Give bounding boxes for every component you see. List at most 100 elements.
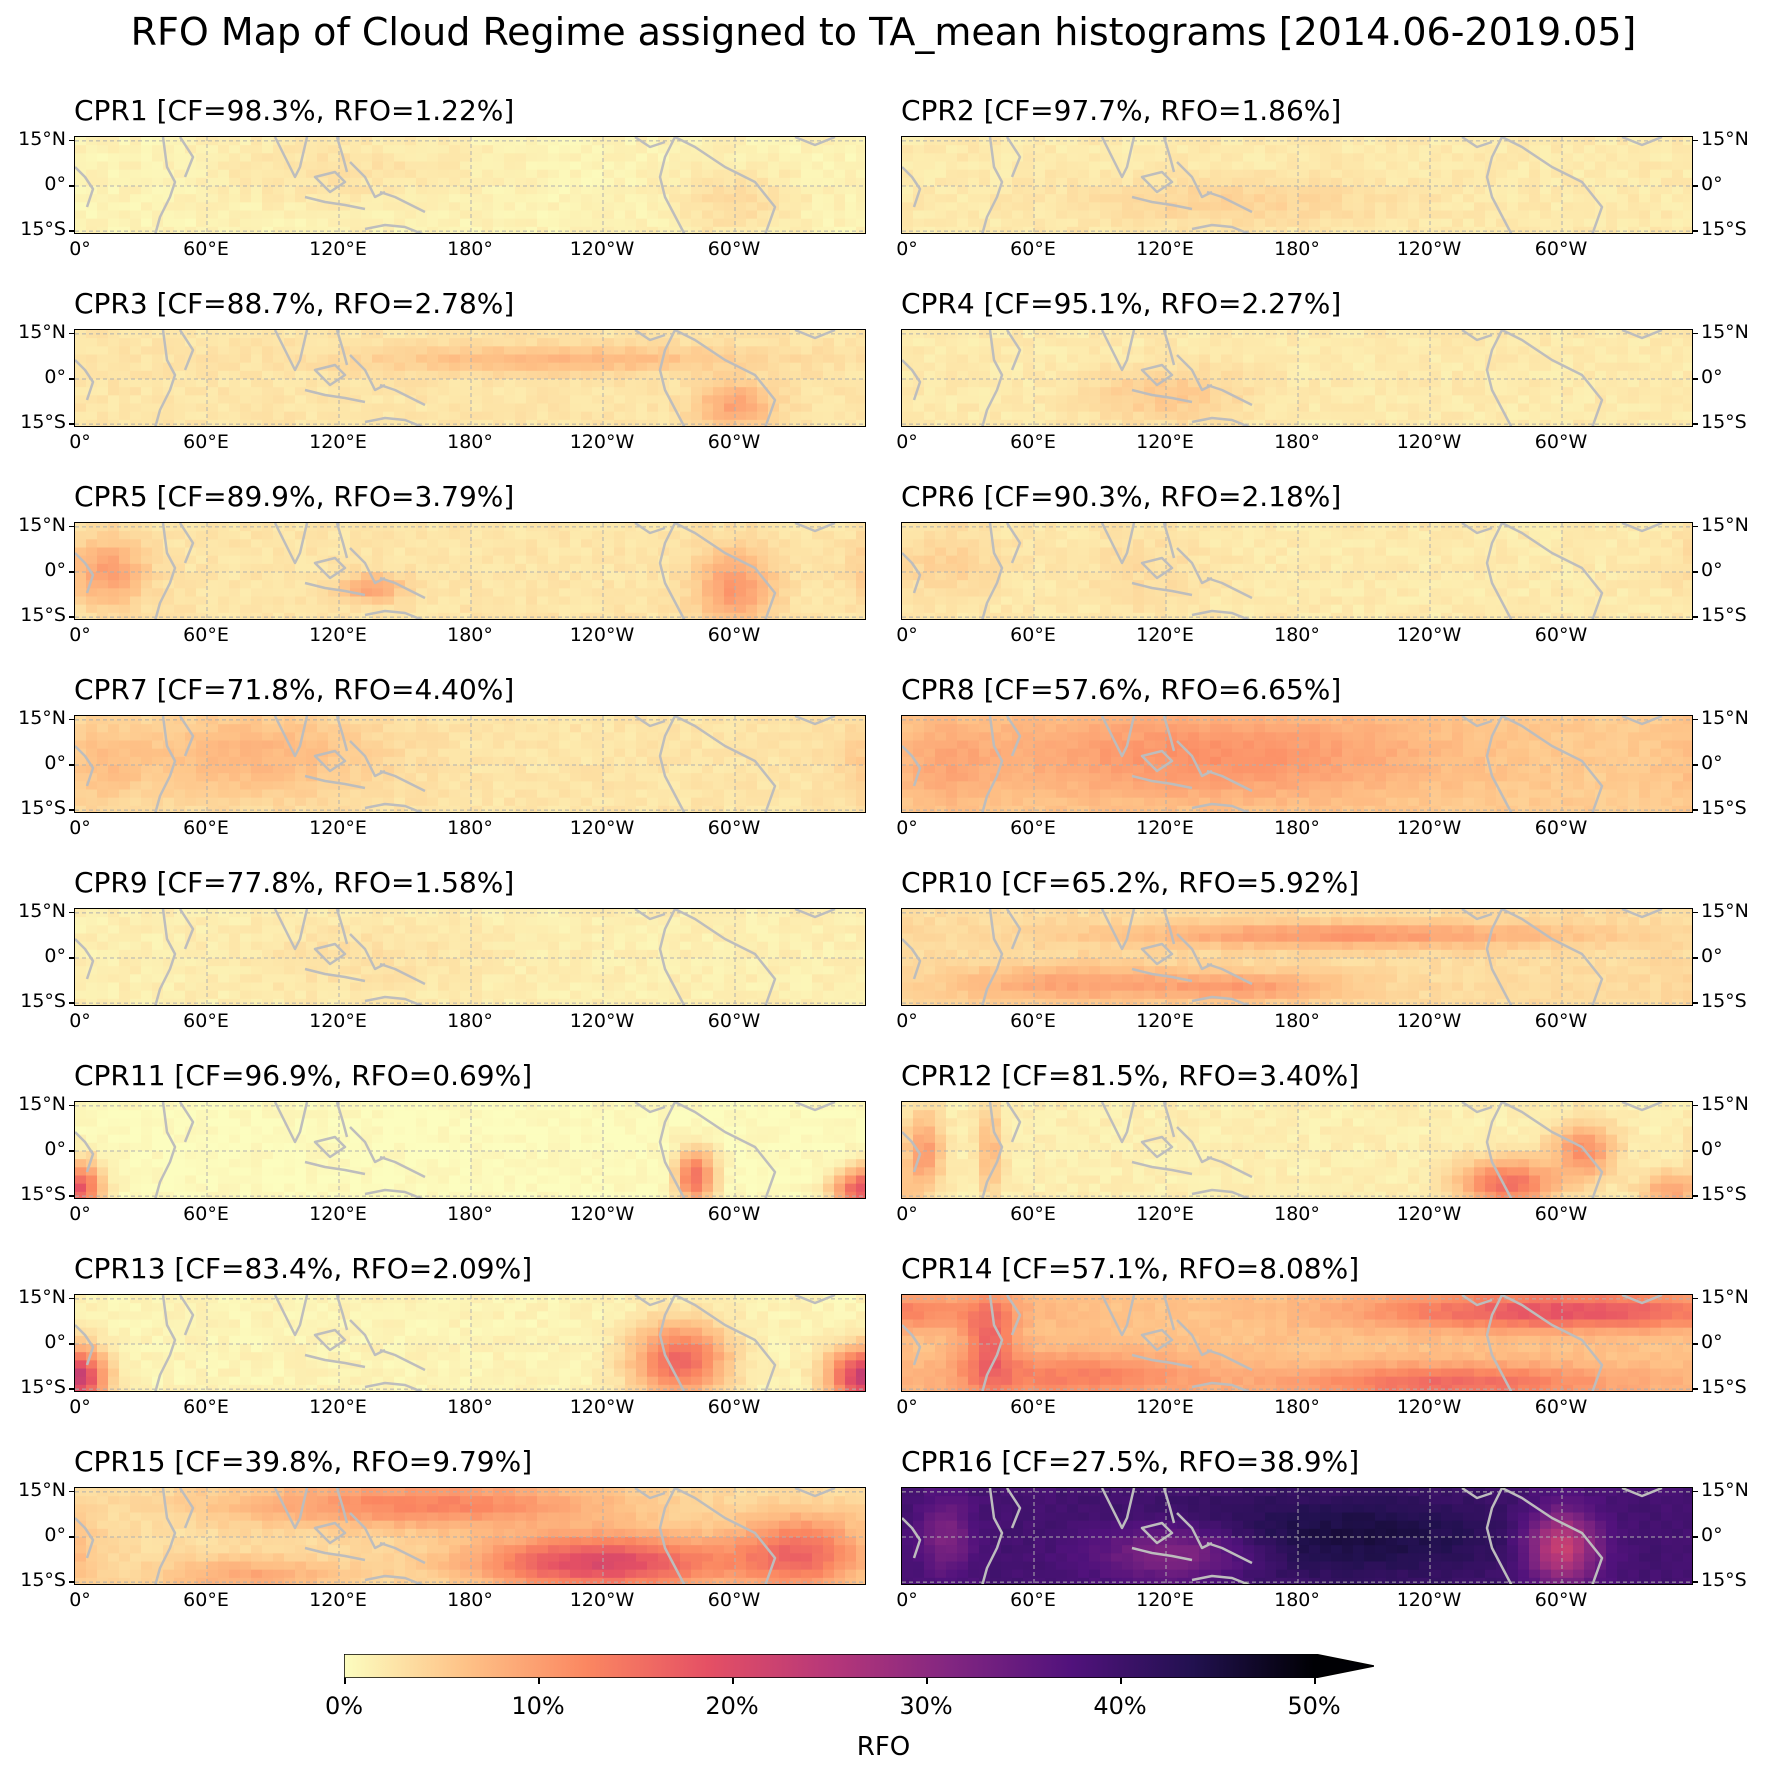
heatmap-cell	[935, 370, 947, 380]
heatmap-cell	[229, 218, 241, 228]
lat-tick	[1693, 230, 1698, 232]
heatmap-cell	[913, 419, 925, 426]
heatmap-cell	[86, 202, 98, 212]
heatmap-cell	[1276, 218, 1288, 228]
heatmap-cell	[1573, 379, 1585, 388]
coastline	[75, 552, 95, 594]
heatmap-cell	[746, 210, 758, 220]
heatmap-cell	[317, 194, 329, 203]
heatmap-cell	[625, 202, 637, 212]
heatmap-cell	[581, 161, 593, 171]
heatmap-cell	[724, 194, 736, 203]
heatmap-cell	[979, 226, 991, 233]
heatmap-cell	[856, 555, 865, 565]
heatmap-cell	[1100, 604, 1112, 614]
heatmap-cell	[240, 346, 252, 356]
coastline	[75, 166, 95, 208]
heatmap-cell	[1111, 370, 1123, 380]
heatmap-cell	[1166, 419, 1178, 426]
heatmap-cell	[1188, 403, 1200, 413]
heatmap-cell	[350, 226, 362, 233]
heatmap-cell	[1243, 580, 1255, 589]
heatmap-cell	[273, 153, 285, 163]
heatmap-cell	[361, 387, 373, 396]
heatmap-cell	[482, 362, 494, 372]
coastline	[364, 223, 424, 233]
heatmap-cell	[1056, 169, 1068, 179]
heatmap-cell	[1353, 362, 1365, 372]
heatmap-cell	[416, 338, 428, 347]
heatmap-cell	[207, 547, 219, 557]
heatmap-cell	[1210, 580, 1222, 589]
heatmap-cell	[768, 387, 780, 396]
heatmap-cell	[1441, 210, 1453, 220]
heatmap-cell	[328, 161, 340, 171]
heatmap-cell	[361, 338, 373, 347]
heatmap-cell	[856, 226, 865, 233]
heatmap-cell	[240, 403, 252, 413]
heatmap-cell	[957, 403, 969, 413]
map-cpr5	[74, 522, 866, 620]
heatmap-cell	[935, 153, 947, 163]
heatmap-cell	[97, 523, 109, 532]
heatmap-cell	[416, 145, 428, 154]
heatmap-cell	[790, 161, 802, 171]
heatmap-cell	[251, 177, 263, 187]
heatmap-cell	[902, 588, 914, 598]
heatmap-cell	[163, 419, 175, 426]
heatmap-cell	[1551, 395, 1563, 405]
heatmap-cell	[383, 210, 395, 220]
heatmap-cell	[957, 419, 969, 426]
heatmap-cell	[1221, 145, 1233, 154]
coastline	[379, 383, 426, 407]
heatmap-cell	[1122, 186, 1134, 195]
heatmap-cell	[1683, 169, 1692, 179]
heatmap-cell	[196, 572, 208, 581]
heatmap-cell	[1452, 186, 1464, 195]
heatmap-cell	[1012, 588, 1024, 598]
heatmap-cell	[779, 612, 791, 619]
heatmap-cell	[1166, 531, 1178, 540]
heatmap-cell	[1265, 612, 1277, 619]
heatmap-cell	[1606, 194, 1618, 203]
heatmap-cell	[713, 330, 725, 339]
heatmap-cell	[218, 186, 230, 195]
heatmap-cell	[647, 531, 659, 540]
heatmap-cell	[592, 186, 604, 195]
heatmap-cell	[416, 411, 428, 421]
heatmap-cell	[746, 419, 758, 426]
heatmap-cell	[1485, 177, 1497, 187]
heatmap-cell	[1639, 354, 1651, 364]
heatmap-cell	[1650, 202, 1662, 212]
heatmap-cell	[240, 226, 252, 233]
heatmap-cell	[935, 419, 947, 426]
heatmap-cell	[713, 563, 725, 573]
heatmap-cell	[1122, 145, 1134, 154]
heatmap-cell	[1276, 226, 1288, 233]
heatmap-cell	[1056, 395, 1068, 405]
heatmap-cell	[1122, 169, 1134, 179]
lon-label: 60°E	[1010, 238, 1056, 260]
heatmap-cell	[757, 596, 769, 606]
heatmap-cell	[845, 596, 857, 606]
heatmap-cell	[1133, 218, 1145, 228]
heatmap-cell	[658, 403, 670, 413]
heatmap-cell	[1441, 177, 1453, 187]
heatmap-cell	[1562, 161, 1574, 171]
heatmap-cell	[1089, 403, 1101, 413]
heatmap-cell	[790, 153, 802, 163]
heatmap-cell	[1155, 395, 1167, 405]
heatmap-cell	[801, 161, 813, 171]
heatmap-cell	[86, 194, 98, 203]
heatmap-cell	[1111, 411, 1123, 421]
heatmap-cell	[680, 572, 692, 581]
heatmap-cell	[1210, 588, 1222, 598]
heatmap-cell	[97, 588, 109, 598]
heatmap-cell	[957, 563, 969, 573]
heatmap-cell	[515, 354, 527, 364]
heatmap-cell	[185, 338, 197, 347]
lat-tick	[1693, 332, 1698, 335]
heatmap-cell	[702, 403, 714, 413]
heatmap-cell	[968, 531, 980, 540]
heatmap-cell	[284, 346, 296, 356]
